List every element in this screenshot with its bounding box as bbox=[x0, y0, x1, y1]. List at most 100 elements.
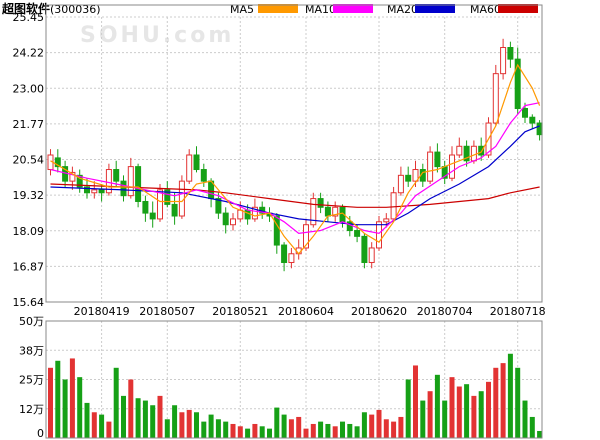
candlestick bbox=[368, 242, 375, 269]
volume-tick-label: 38万 bbox=[19, 344, 44, 357]
candlestick bbox=[361, 233, 368, 269]
stock-code: (300036) bbox=[50, 3, 101, 16]
date-label: 20180419 bbox=[74, 305, 130, 318]
stock-name: 超图软件 bbox=[1, 1, 50, 16]
volume-bar bbox=[223, 421, 229, 438]
volume-bar bbox=[252, 423, 258, 438]
ma10-line bbox=[50, 102, 540, 235]
volume-bar bbox=[128, 379, 134, 438]
watermark: SOHU.com bbox=[80, 23, 234, 48]
volume-bar bbox=[529, 416, 535, 438]
candle-body bbox=[310, 198, 317, 226]
volume-bar bbox=[237, 426, 243, 438]
candle-body bbox=[69, 171, 76, 182]
legend-label-ma60: MA60 bbox=[470, 3, 501, 16]
ma5-line bbox=[50, 63, 541, 255]
candle-body bbox=[463, 145, 470, 162]
volume-bar bbox=[515, 367, 521, 438]
price-tick-label: 19.32 bbox=[13, 189, 45, 202]
candlestick bbox=[514, 47, 521, 115]
candlestick bbox=[507, 41, 514, 68]
volume-bar bbox=[354, 426, 360, 438]
candle-body bbox=[383, 218, 390, 223]
date-label: 20180718 bbox=[490, 305, 546, 318]
candle-body bbox=[164, 189, 171, 205]
date-label: 20180604 bbox=[278, 305, 334, 318]
volume-bar bbox=[69, 358, 75, 438]
price-axis-ticks: 25.45 24.22 23.00 21.77 20.54 19.32 18.09 16.87… bbox=[13, 11, 45, 309]
candlestick bbox=[427, 146, 434, 185]
price-tick-label: 20.54 bbox=[13, 154, 45, 167]
volume-bar bbox=[449, 377, 455, 438]
candle-body bbox=[142, 200, 149, 214]
candle-body bbox=[149, 212, 156, 220]
candle-body bbox=[281, 244, 288, 263]
candle-body bbox=[244, 209, 251, 220]
candlestick bbox=[222, 207, 229, 234]
candle-body bbox=[324, 206, 331, 217]
candle-body bbox=[492, 73, 499, 124]
candle-body bbox=[332, 206, 339, 217]
candlestick bbox=[463, 140, 470, 167]
volume-bar bbox=[274, 407, 280, 438]
candle-body bbox=[354, 230, 361, 237]
candlestick bbox=[76, 169, 83, 193]
candle-body bbox=[157, 189, 163, 220]
candlestick bbox=[113, 160, 120, 187]
candlestick bbox=[295, 239, 302, 260]
volume-bar bbox=[413, 365, 418, 438]
volume-bar bbox=[347, 423, 353, 438]
legend-swatch-ma5 bbox=[258, 4, 298, 13]
candlestick bbox=[171, 192, 178, 225]
candle-body bbox=[346, 221, 353, 232]
volume-axis-ticks: 50万 38万 25万 12万 0 bbox=[19, 315, 44, 440]
candle-body bbox=[230, 218, 236, 226]
candlestick bbox=[434, 143, 441, 173]
volume-bar bbox=[478, 391, 484, 438]
volume-bar bbox=[245, 428, 251, 438]
candlestick bbox=[91, 181, 98, 199]
price-tick-label: 18.09 bbox=[13, 225, 45, 238]
candle-body bbox=[412, 169, 419, 182]
candlestick bbox=[251, 198, 258, 222]
volume-bar bbox=[106, 421, 112, 438]
volume-bar bbox=[500, 363, 506, 438]
date-axis-labels: 20180419 20180507 20180521 20180604 20180620… bbox=[74, 305, 546, 318]
volume-bar bbox=[91, 412, 97, 438]
volume-bar bbox=[172, 405, 178, 438]
candlestick bbox=[54, 149, 61, 173]
candlestick bbox=[317, 192, 324, 214]
candlesticks bbox=[47, 38, 543, 272]
candle-body bbox=[303, 224, 309, 249]
candlestick bbox=[405, 166, 412, 187]
volume-bar bbox=[303, 428, 309, 438]
candlestick bbox=[120, 175, 127, 202]
volume-bar bbox=[164, 419, 170, 438]
candle-body bbox=[113, 169, 120, 182]
candle-body bbox=[536, 122, 543, 136]
volume-bar bbox=[135, 398, 141, 438]
volume-bar bbox=[194, 412, 199, 438]
volume-bar bbox=[318, 421, 324, 438]
volume-bar bbox=[340, 421, 345, 438]
candlestick bbox=[478, 137, 485, 161]
volume-bar bbox=[215, 419, 221, 438]
volume-bar bbox=[325, 423, 331, 438]
candle-body bbox=[273, 215, 280, 246]
volume-bar bbox=[62, 379, 68, 438]
volume-bar bbox=[522, 400, 528, 438]
volume-tick-label: 12万 bbox=[19, 403, 44, 416]
volume-bar bbox=[507, 353, 513, 438]
volume-bar bbox=[427, 391, 433, 438]
candlestick bbox=[281, 242, 288, 272]
volume-bar bbox=[230, 423, 236, 438]
price-tick-label: 21.77 bbox=[13, 118, 45, 131]
candlestick bbox=[500, 38, 507, 80]
candlestick bbox=[339, 204, 346, 228]
volume-bar bbox=[48, 367, 53, 438]
legend: MA5 MA10 MA20 MA60 bbox=[230, 3, 538, 16]
candle-body bbox=[251, 206, 258, 220]
candle-body bbox=[529, 116, 536, 124]
candle-body bbox=[390, 192, 397, 220]
volume-bar bbox=[383, 419, 389, 438]
